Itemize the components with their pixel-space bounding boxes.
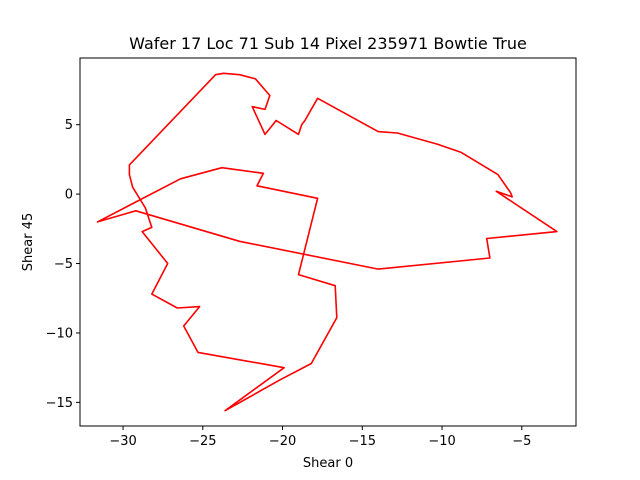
axes-frame (79, 57, 577, 427)
series-line-0 (96, 72, 558, 412)
x-tick-label: −10 (428, 434, 455, 449)
x-axis-label: Shear 0 (303, 456, 353, 471)
y-axis-label: Shear 45 (21, 213, 36, 271)
plot-area (96, 72, 558, 412)
y-tick-label: −15 (46, 396, 73, 411)
chart-title: Wafer 17 Loc 71 Sub 14 Pixel 235971 Bowt… (129, 34, 527, 53)
y-tick-label: 5 (65, 118, 73, 133)
y-tick-label: −10 (46, 326, 73, 341)
y-tick-label: −5 (54, 257, 73, 272)
x-tick-label: −25 (189, 434, 216, 449)
x-tick-label: −20 (269, 434, 296, 449)
x-tick-label: −30 (109, 434, 136, 449)
x-tick-label: −5 (512, 434, 531, 449)
y-tick-label: 0 (65, 188, 73, 203)
y-axis: −15 −10 −5 0 5 (46, 118, 80, 411)
x-axis: −30 −25 −20 −15 −10 −5 (109, 426, 531, 449)
x-tick-label: −15 (349, 434, 376, 449)
